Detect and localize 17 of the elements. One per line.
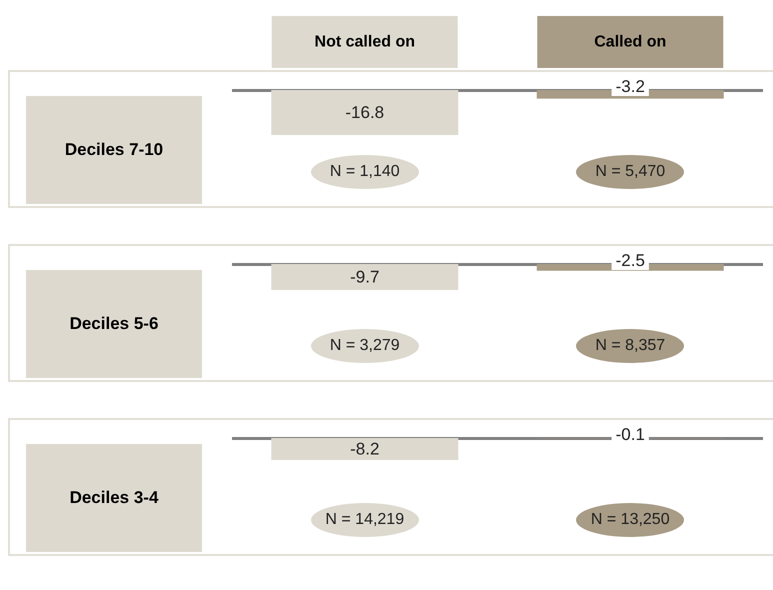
text: Deciles 5-6 xyxy=(26,270,202,378)
text: N = 3,279 xyxy=(310,329,419,363)
text: N = 13,250 xyxy=(576,503,684,537)
text: N = 5,470 xyxy=(576,155,684,189)
x-tick-label: Called on xyxy=(594,34,666,50)
data-label: -2.5 xyxy=(616,251,645,270)
text: Deciles 3-4 xyxy=(26,444,202,552)
x-tick-label: Not called on xyxy=(314,34,415,50)
data-label: -9.7 xyxy=(350,267,380,286)
text: N = 1,140 xyxy=(310,155,419,189)
data-label: -8.2 xyxy=(350,439,380,458)
text: Deciles 7-10 xyxy=(26,96,202,204)
data-label: -3.2 xyxy=(616,77,645,96)
data-label: -0.1 xyxy=(616,425,645,444)
text: N = 8,357 xyxy=(576,329,684,363)
data-label: -16.8 xyxy=(345,103,384,122)
text: N = 14,219 xyxy=(310,503,419,537)
